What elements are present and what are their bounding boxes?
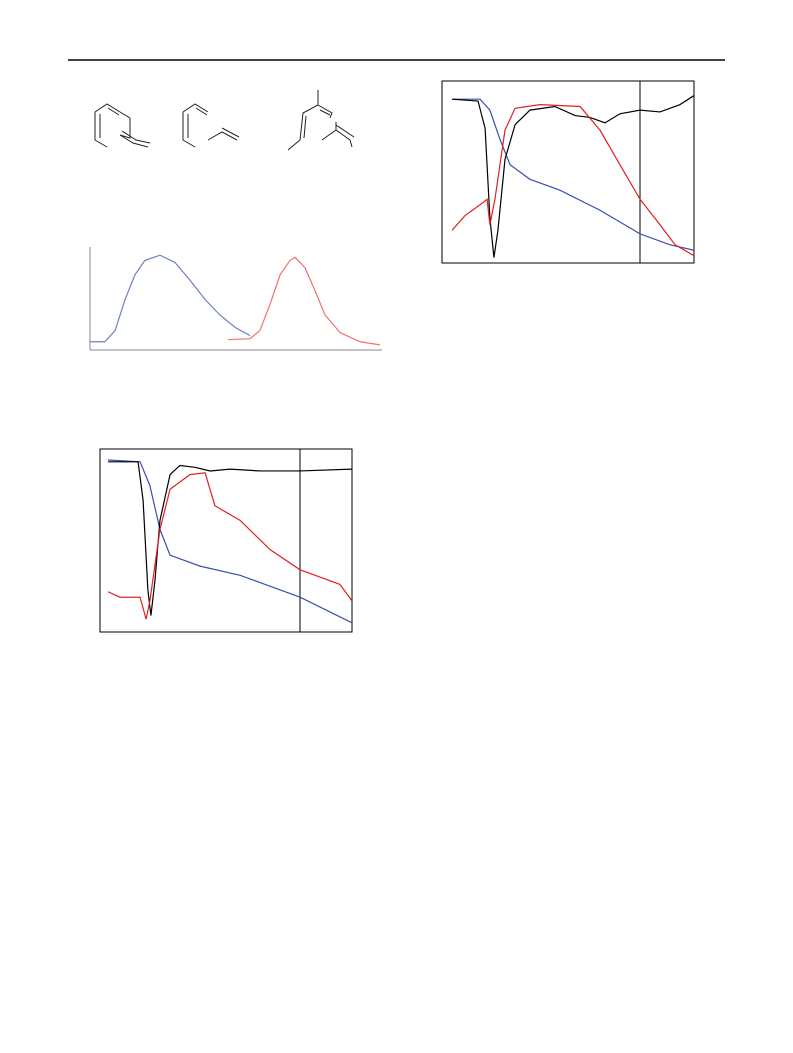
plot-frame [99, 448, 353, 633]
molecule-1 [94, 103, 151, 148]
curve [452, 98, 695, 251]
curve [451, 104, 695, 257]
molecule-2 [182, 103, 240, 148]
curve [107, 472, 353, 620]
curve [452, 95, 695, 258]
curve [90, 254, 251, 343]
molecule-3 [287, 90, 355, 151]
plot-frame [441, 80, 695, 264]
curve [228, 256, 381, 346]
curve [108, 461, 353, 616]
curve [108, 459, 353, 624]
